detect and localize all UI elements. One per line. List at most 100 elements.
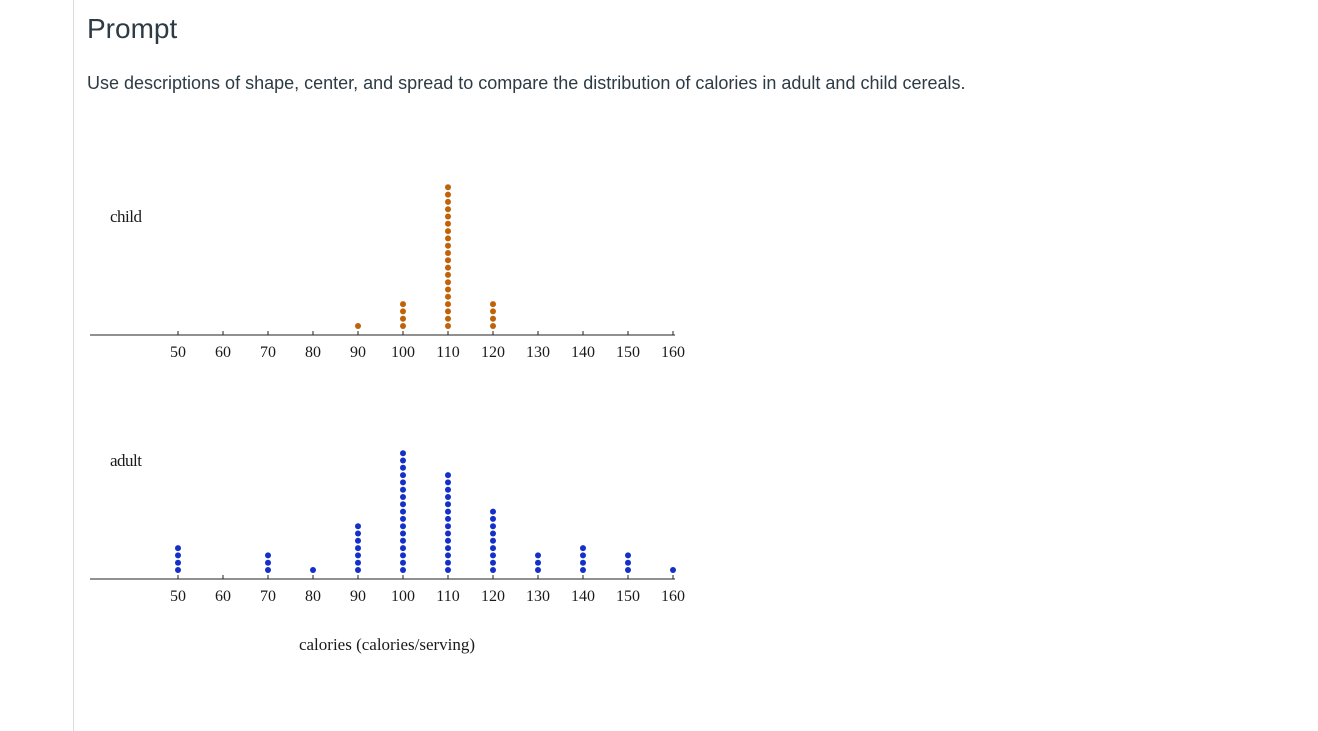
data-dot-adult: [445, 523, 451, 530]
data-dot-adult: [400, 523, 406, 530]
series-label-child: child: [110, 207, 142, 226]
data-dot-adult: [445, 479, 451, 486]
data-dot-adult: [355, 523, 361, 530]
x-tick-label: 140: [571, 344, 595, 361]
data-dot-adult: [355, 537, 361, 544]
data-dot-adult: [535, 567, 541, 573]
data-dot-child: [445, 213, 451, 220]
data-dot-adult: [310, 567, 316, 573]
panel-child: 50 60 70 80 90 100 110 120 130 140 150 160 child: [90, 184, 685, 361]
data-dot-child: [445, 293, 451, 300]
x-tick-label: 140: [571, 588, 595, 605]
data-dot-adult: [490, 515, 496, 522]
x-tick-label: 120: [481, 344, 505, 361]
data-dot-adult: [400, 479, 406, 486]
data-dot-adult: [400, 472, 406, 479]
data-dot-adult: [580, 545, 586, 552]
data-dot-adult: [175, 545, 181, 552]
data-dot-adult: [445, 559, 451, 566]
data-dot-adult: [355, 530, 361, 537]
data-dot-adult: [400, 559, 406, 566]
data-dot-adult: [445, 508, 451, 515]
data-dot-adult: [445, 545, 451, 552]
data-dot-adult: [400, 457, 406, 464]
data-dot-adult: [445, 501, 451, 508]
data-dot-adult: [490, 537, 496, 544]
data-dot-adult: [535, 559, 541, 566]
data-dot-child: [445, 198, 451, 205]
data-dot-adult: [400, 530, 406, 537]
data-dot-adult: [625, 567, 631, 573]
data-dot-child: [445, 286, 451, 293]
x-tick-label: 130: [526, 588, 550, 605]
x-tick-label: 110: [436, 344, 459, 361]
data-dot-adult: [355, 567, 361, 573]
x-tick-label: 120: [481, 588, 505, 605]
data-dot-adult: [265, 552, 271, 559]
x-tick-label: 150: [616, 588, 640, 605]
data-dot-adult: [490, 523, 496, 530]
prompt-text: Use descriptions of shape, center, and s…: [87, 73, 966, 93]
x-tick-label: 70: [260, 344, 276, 361]
x-tick-label: 110: [436, 588, 459, 605]
data-dot-adult: [400, 508, 406, 515]
series-label-adult: adult: [110, 451, 142, 470]
x-tick-label: 80: [305, 588, 321, 605]
data-dot-child: [445, 184, 451, 191]
x-tick-label: 160: [661, 588, 685, 605]
x-tick-label: 150: [616, 344, 640, 361]
data-dot-child: [445, 250, 451, 256]
data-dot-adult: [445, 537, 451, 544]
data-dot-child: [490, 323, 496, 329]
data-dot-adult: [175, 559, 181, 566]
data-dot-adult: [580, 559, 586, 566]
x-axis-label: calories (calories/serving): [299, 635, 475, 654]
data-dot-child: [445, 242, 451, 249]
x-tick-label: 100: [391, 344, 415, 361]
data-dot-adult: [445, 486, 451, 493]
x-tick-label: 130: [526, 344, 550, 361]
data-dot-child: [490, 308, 496, 315]
data-dot-child: [355, 323, 361, 329]
data-dot-adult: [400, 494, 406, 500]
data-dot-adult: [670, 567, 676, 573]
data-dot-adult: [490, 552, 496, 559]
data-dot-adult: [490, 559, 496, 566]
data-dot-adult: [535, 552, 541, 559]
data-dot-child: [490, 301, 496, 308]
data-dot-adult: [580, 552, 586, 559]
data-dot-child: [490, 315, 496, 322]
data-dot-adult: [355, 552, 361, 559]
data-dot-child: [445, 308, 451, 315]
data-dot-adult: [445, 530, 451, 537]
data-dot-child: [445, 228, 451, 235]
data-dot-adult: [265, 567, 271, 573]
data-dot-adult: [580, 567, 586, 573]
data-dot-adult: [445, 515, 451, 522]
data-dot-adult: [400, 450, 406, 457]
data-dot-child: [445, 264, 451, 271]
data-dot-adult: [400, 515, 406, 522]
data-dot-adult: [445, 567, 451, 573]
data-dot-adult: [490, 567, 496, 573]
data-dot-child: [445, 220, 451, 227]
data-dot-child: [445, 206, 451, 213]
data-dot-child: [445, 323, 451, 329]
data-dot-adult: [355, 559, 361, 566]
data-dot-adult: [445, 494, 451, 500]
content-left-border: [73, 0, 74, 731]
data-dot-child: [445, 301, 451, 308]
x-tick-label: 60: [215, 588, 231, 605]
data-dot-adult: [490, 530, 496, 537]
data-dot-adult: [400, 464, 406, 471]
x-tick-label: 70: [260, 588, 276, 605]
x-tick-label: 90: [350, 344, 366, 361]
data-dot-adult: [400, 537, 406, 544]
data-dot-adult: [625, 559, 631, 566]
x-tick-label: 80: [305, 344, 321, 361]
data-dot-adult: [400, 486, 406, 493]
data-dot-child: [400, 301, 406, 308]
data-dot-adult: [175, 552, 181, 559]
x-tick-label: 50: [170, 588, 186, 605]
data-dot-adult: [445, 552, 451, 559]
